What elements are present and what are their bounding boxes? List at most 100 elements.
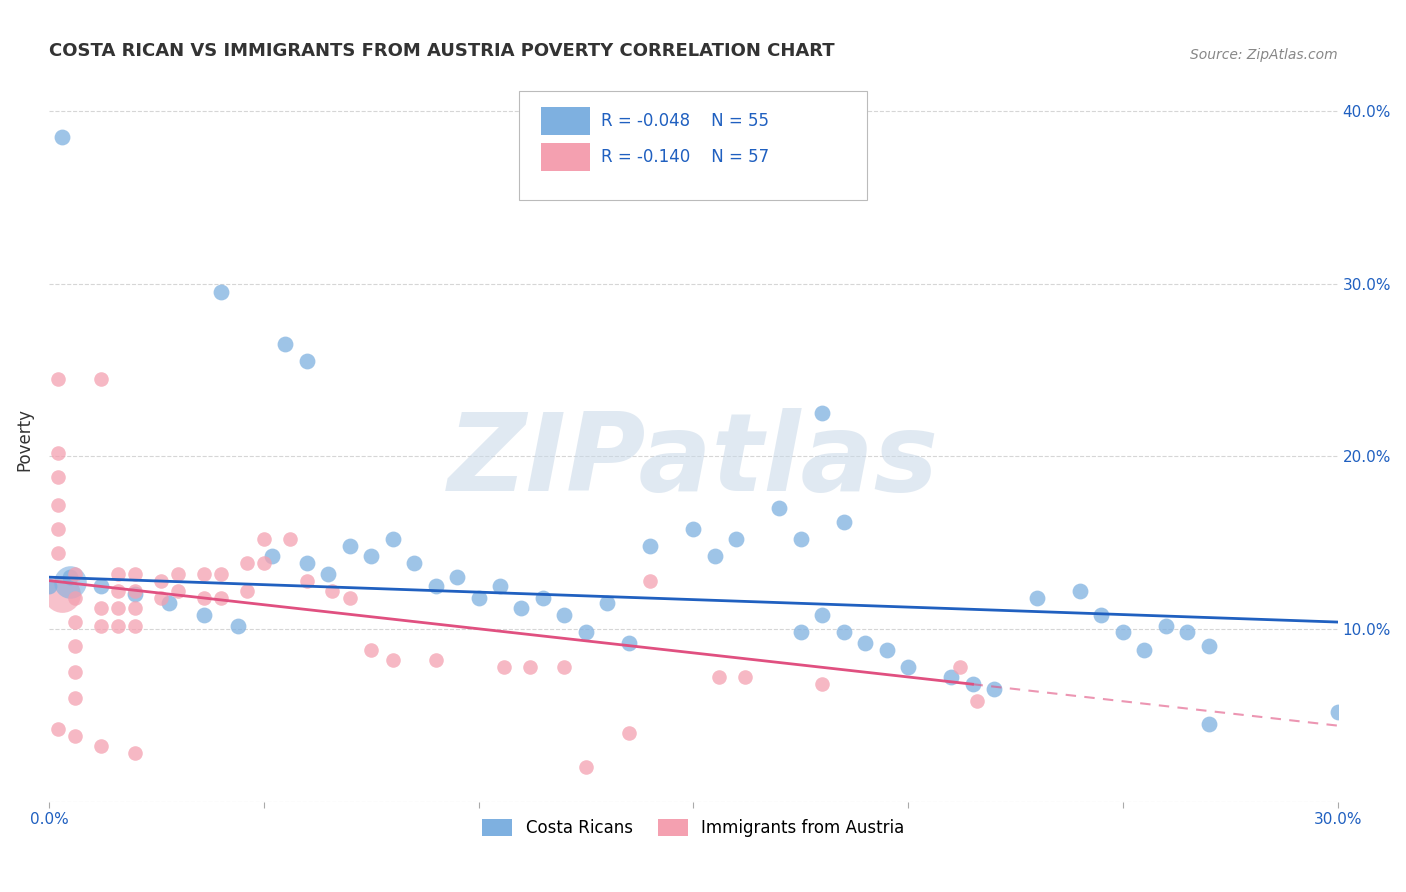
Point	[876, 642, 898, 657]
Point	[682, 522, 704, 536]
Point	[124, 746, 146, 760]
Point	[46, 446, 69, 460]
Legend: Costa Ricans, Immigrants from Austria: Costa Ricans, Immigrants from Austria	[475, 813, 911, 844]
Text: R = -0.048    N = 55: R = -0.048 N = 55	[600, 112, 769, 130]
Point	[707, 670, 730, 684]
Point	[939, 670, 962, 684]
Y-axis label: Poverty: Poverty	[15, 408, 32, 471]
Point	[149, 574, 172, 588]
Point	[1175, 625, 1198, 640]
Point	[253, 557, 276, 571]
Text: Source: ZipAtlas.com: Source: ZipAtlas.com	[1189, 48, 1337, 62]
Point	[489, 579, 512, 593]
Point	[832, 625, 855, 640]
Point	[494, 660, 516, 674]
Point	[425, 653, 447, 667]
Point	[553, 608, 575, 623]
Point	[596, 596, 619, 610]
Point	[124, 587, 146, 601]
Point	[425, 579, 447, 593]
Point	[63, 591, 86, 605]
Point	[1198, 639, 1220, 653]
Point	[124, 601, 146, 615]
Point	[1112, 625, 1135, 640]
Point	[316, 566, 339, 581]
Point	[339, 539, 361, 553]
Point	[59, 570, 82, 584]
Point	[832, 515, 855, 529]
Point	[640, 539, 662, 553]
Point	[209, 566, 232, 581]
Point	[107, 601, 129, 615]
Point	[575, 760, 598, 774]
Point	[966, 694, 988, 708]
Point	[725, 532, 748, 546]
Point	[617, 725, 640, 739]
Point	[193, 591, 215, 605]
Point	[811, 406, 834, 420]
Point	[949, 660, 972, 674]
Point	[446, 570, 468, 584]
Point	[703, 549, 725, 564]
Point	[262, 549, 284, 564]
Point	[46, 722, 69, 736]
Point	[339, 591, 361, 605]
Point	[983, 682, 1005, 697]
Point	[1090, 608, 1112, 623]
Point	[1154, 618, 1177, 632]
Point	[46, 470, 69, 484]
Point	[381, 653, 404, 667]
Point	[575, 625, 598, 640]
Point	[811, 608, 834, 623]
Point	[89, 739, 111, 754]
Point	[235, 584, 257, 599]
Point	[295, 354, 318, 368]
Point	[278, 532, 301, 546]
Point	[360, 549, 382, 564]
Text: ZIPatlas: ZIPatlas	[447, 408, 939, 514]
Point	[897, 660, 920, 674]
Point	[63, 615, 86, 629]
Point	[193, 566, 215, 581]
Point	[640, 574, 662, 588]
Point	[789, 625, 811, 640]
Point	[63, 566, 86, 581]
Point	[89, 601, 111, 615]
Point	[89, 372, 111, 386]
Point	[811, 677, 834, 691]
Point	[510, 601, 533, 615]
Point	[1133, 642, 1156, 657]
Point	[46, 546, 69, 560]
Point	[89, 618, 111, 632]
Point	[734, 670, 756, 684]
Point	[553, 660, 575, 674]
Point	[295, 574, 318, 588]
Text: COSTA RICAN VS IMMIGRANTS FROM AUSTRIA POVERTY CORRELATION CHART: COSTA RICAN VS IMMIGRANTS FROM AUSTRIA P…	[49, 42, 835, 60]
Point	[124, 584, 146, 599]
Point	[467, 591, 489, 605]
Point	[124, 618, 146, 632]
Point	[89, 579, 111, 593]
Point	[789, 532, 811, 546]
FancyBboxPatch shape	[519, 91, 868, 200]
Bar	[541, 144, 591, 171]
Point	[166, 566, 188, 581]
Point	[51, 130, 73, 145]
Point	[531, 591, 554, 605]
Point	[962, 677, 984, 691]
Point	[59, 575, 82, 590]
Point	[149, 591, 172, 605]
Point	[519, 660, 541, 674]
Point	[209, 285, 232, 300]
Point	[157, 596, 180, 610]
Point	[166, 584, 188, 599]
Point	[1026, 591, 1049, 605]
Point	[38, 579, 60, 593]
Point	[124, 566, 146, 581]
Point	[63, 691, 86, 706]
Bar	[541, 107, 591, 135]
Point	[51, 587, 73, 601]
Point	[209, 591, 232, 605]
Point	[617, 636, 640, 650]
Point	[768, 501, 790, 516]
